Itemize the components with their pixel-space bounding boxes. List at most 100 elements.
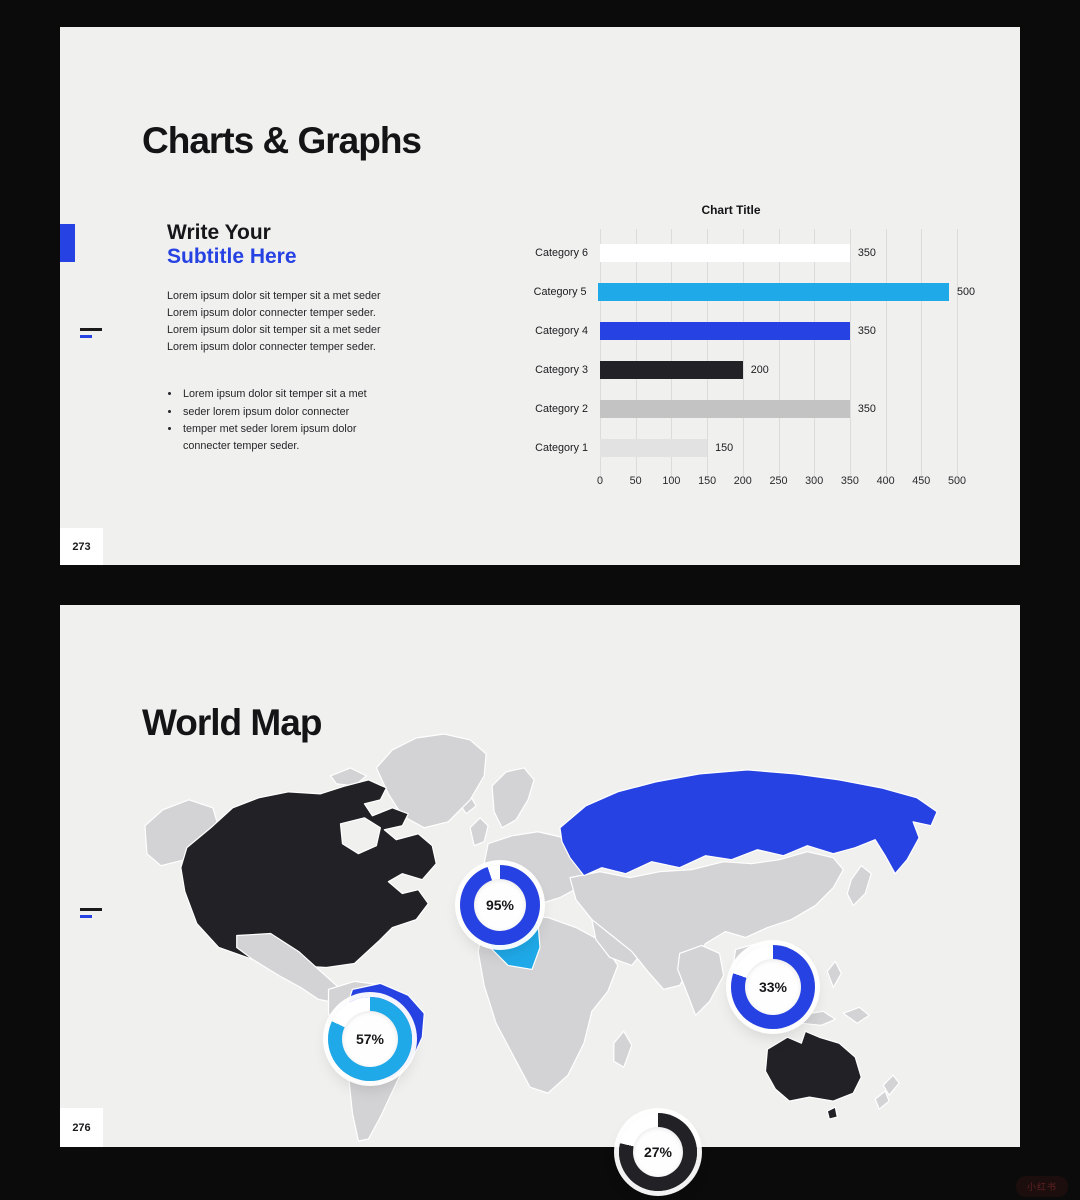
bar (600, 438, 708, 457)
map-region-hudson-bay (339, 817, 381, 855)
map-region-new-zealand-s (874, 1090, 890, 1110)
x-tick-label: 400 (876, 475, 895, 487)
donut-chart-57: 57% (328, 997, 412, 1081)
gridline (742, 229, 744, 481)
watermark-badge: 小红书 (1016, 1176, 1068, 1197)
logo-mark-icon (80, 328, 104, 338)
map-region-australia (764, 1030, 862, 1102)
bar-value-label: 200 (750, 363, 769, 376)
map-region-arctic-island (329, 767, 368, 787)
bar-value-label: 350 (857, 324, 876, 337)
page-number-tab: 276 (60, 1108, 103, 1147)
gridline (885, 229, 887, 481)
chart-title: Chart Title (701, 203, 761, 217)
chart-rows: Category 6 350 Category 5 500 Category 4 350 C… (505, 233, 975, 467)
chart-row: Category 3 200 (505, 350, 975, 389)
logo-mark-icon (80, 908, 104, 918)
logo-line-blue (80, 915, 92, 918)
gridline (814, 229, 816, 481)
donut-value-label: 57% (342, 1011, 398, 1067)
map-region-indonesia-3 (842, 1006, 870, 1024)
bar (600, 321, 850, 340)
page-title: World Map (142, 701, 322, 743)
bar (600, 243, 850, 262)
gridline (921, 229, 923, 481)
x-tick-label: 300 (805, 475, 824, 487)
gridline (957, 229, 958, 481)
category-label: Category 5 (533, 285, 587, 298)
map-region-tasmania (826, 1106, 838, 1120)
bar (600, 360, 743, 379)
category-label: Category 2 (535, 402, 588, 415)
x-tick-label: 450 (912, 475, 931, 487)
gridline (671, 229, 673, 481)
world-map: 95% 33% 57% 27% (140, 728, 940, 1191)
bar-value-label: 150 (715, 441, 734, 454)
x-tick-label: 350 (840, 475, 859, 487)
chart-x-axis: 0 50 100 150 200 250 300 350 400 450 500 (596, 475, 966, 491)
donut-chart-33: 33% (731, 945, 815, 1029)
logo-line-dark (80, 328, 102, 331)
chart-row: Category 1 150 (505, 428, 975, 467)
bar-value-label: 350 (857, 402, 876, 415)
bar (600, 399, 850, 418)
bar-value-label: 350 (857, 246, 876, 259)
x-tick-label: 200 (733, 475, 752, 487)
chart-row: Category 4 350 (505, 311, 975, 350)
chart-gridlines (600, 229, 958, 481)
bullet-item: Lorem ipsum dolor sit temper sit a met (181, 386, 393, 403)
slide-world-map: World Map 95% 33% 57% 27% 276 (60, 605, 1020, 1191)
map-region-asia (569, 851, 844, 990)
x-tick-label: 250 (769, 475, 788, 487)
map-region-indonesia-2 (798, 1010, 836, 1026)
donut-value-label: 33% (745, 959, 801, 1015)
bullet-item: temper met seder lorem ipsum dolor conne… (181, 421, 393, 456)
chart-row: Category 6 350 (505, 233, 975, 272)
slide-charts-graphs: Charts & Graphs Write Your Subtitle Here… (60, 27, 1020, 565)
x-tick-label: 50 (629, 475, 642, 487)
x-tick-label: 0 (596, 475, 604, 487)
chart-row: Category 5 500 (505, 272, 975, 311)
gridline (635, 229, 637, 481)
text-column: Write Your Subtitle Here Lorem ipsum dol… (167, 221, 397, 456)
gridline (600, 229, 601, 481)
donut-chart-95: 95% (460, 865, 540, 945)
body-paragraph: Lorem ipsum dolor sit temper sit a met s… (167, 290, 381, 354)
map-region-madagascar (613, 1030, 633, 1068)
map-region-japan (846, 865, 872, 907)
x-tick-label: 500 (947, 475, 967, 487)
chart-plot-area: Category 6 350 Category 5 500 Category 4 350 C… (505, 229, 975, 487)
map-region-russia (559, 769, 938, 877)
page-title: Charts & Graphs (142, 119, 422, 161)
bullet-list: Lorem ipsum dolor sit temper sit a metse… (167, 386, 393, 455)
category-label: Category 4 (535, 324, 588, 337)
donut-value-label: 95% (474, 879, 526, 931)
logo-line-dark (80, 908, 102, 911)
gridline (849, 229, 851, 481)
bar-value-label: 500 (956, 285, 975, 298)
subtitle-line-2: Subtitle Here (167, 245, 297, 269)
gridline (707, 229, 709, 481)
map-region-uk (469, 817, 489, 847)
world-map-svg (144, 733, 938, 1142)
bullet-item: seder lorem ipsum dolor connecter (181, 404, 393, 421)
accent-bar (60, 224, 75, 262)
donut-value-label: 27% (633, 1127, 683, 1177)
category-label: Category 1 (535, 441, 588, 454)
map-region-india (677, 944, 725, 1016)
map-region-new-zealand-n (882, 1074, 900, 1096)
gridline (778, 229, 780, 481)
bar-chart: Chart Title Category 6 350 Category 5 500 Ca… (505, 203, 975, 487)
x-tick-label: 100 (662, 475, 681, 487)
logo-line-blue (80, 335, 92, 338)
category-label: Category 3 (535, 363, 588, 376)
bar (598, 282, 949, 301)
category-label: Category 6 (535, 246, 588, 259)
page-number-tab: 273 (60, 528, 103, 565)
map-region-scandinavia (491, 767, 535, 829)
donut-chart-27: 27% (619, 1113, 697, 1191)
subtitle-line-1: Write Your (167, 221, 271, 244)
map-region-philippines (826, 960, 842, 988)
chart-row: Category 2 350 (505, 389, 975, 428)
x-tick-label: 150 (698, 475, 717, 487)
